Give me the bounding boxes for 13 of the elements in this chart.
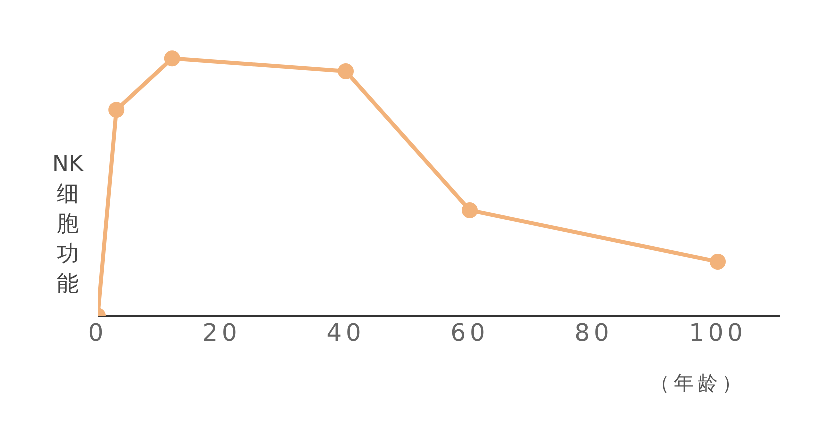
x-tick-label: 100 <box>689 319 747 348</box>
x-tick-label: 20 <box>202 319 242 348</box>
point <box>164 50 180 67</box>
x-tick-label: 60 <box>450 319 490 348</box>
x-tick-label: 80 <box>574 319 614 348</box>
point <box>710 254 726 270</box>
x-tick-label: 0 <box>88 319 108 348</box>
point <box>108 102 125 118</box>
x-tick-label: 40 <box>326 319 366 348</box>
point <box>462 202 478 218</box>
point <box>338 63 354 80</box>
x-axis-title: （年龄） <box>650 370 746 397</box>
y-axis-title: NK细胞功能 <box>52 151 85 299</box>
